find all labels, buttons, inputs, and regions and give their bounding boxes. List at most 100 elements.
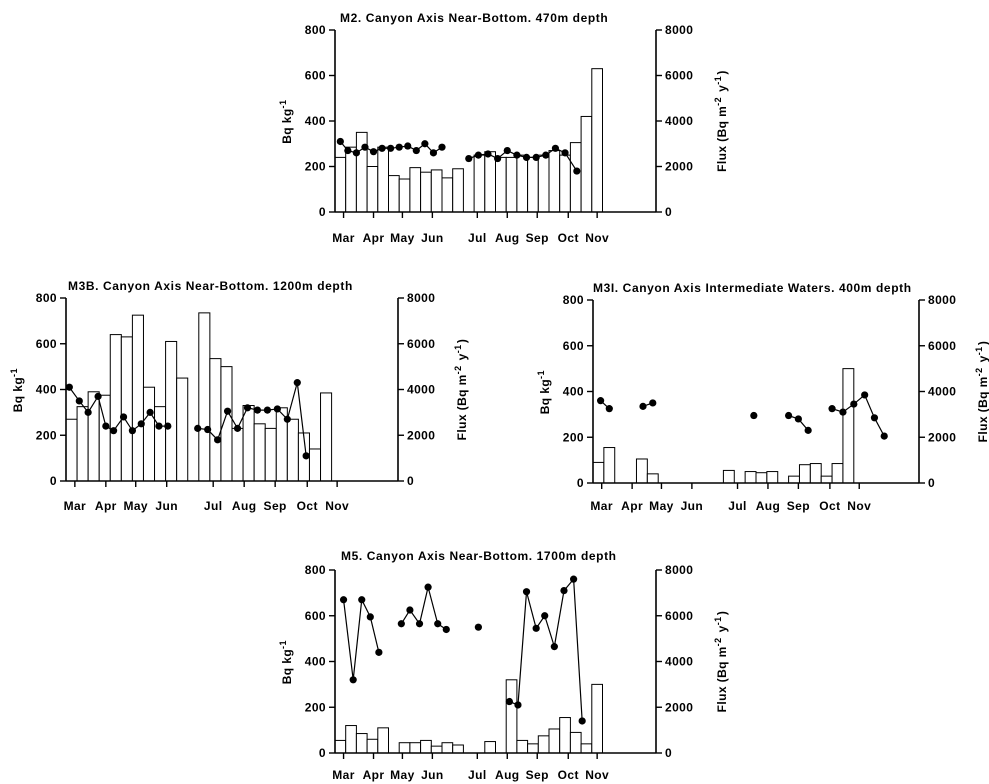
flux-bar — [346, 726, 357, 753]
x-tick-label: Apr — [95, 499, 117, 513]
flux-bar — [177, 378, 188, 481]
flux-bar — [810, 464, 821, 483]
activity-point — [579, 717, 586, 724]
x-tick-label: Jun — [421, 231, 444, 245]
activity-point — [120, 413, 127, 420]
flux-bar — [335, 740, 346, 753]
activity-point — [76, 397, 83, 404]
activity-point — [465, 155, 472, 162]
activity-point — [560, 587, 567, 594]
y-axis-label-right: Flux (Bq m-2 y-1 ) — [713, 611, 729, 713]
x-tick-label: Aug — [495, 768, 520, 782]
flux-bar — [143, 387, 154, 481]
flux-bar — [265, 428, 276, 481]
left-tick-label: 800 — [305, 563, 326, 577]
chart-title: M3I. Canyon Axis Intermediate Waters. 40… — [593, 281, 912, 295]
activity-point — [494, 155, 501, 162]
chart-title: M3B. Canyon Axis Near-Bottom. 1200m dept… — [68, 279, 353, 293]
activity-point — [358, 596, 365, 603]
flux-bar — [88, 392, 99, 481]
right-tick-label: 0 — [407, 474, 414, 488]
activity-point — [66, 384, 73, 391]
x-tick-label: Jul — [204, 499, 223, 513]
flux-bar — [421, 740, 432, 753]
left-tick-label: 600 — [36, 337, 57, 351]
panel-m2: M2. Canyon Axis Near-Bottom. 470m depth 0… — [278, 11, 729, 245]
x-tick-label: Jul — [468, 768, 487, 782]
flux-bar — [799, 465, 810, 483]
activity-point — [523, 154, 530, 161]
activity-point — [850, 400, 857, 407]
flux-bar — [232, 428, 243, 481]
activity-point — [361, 144, 368, 151]
left-tick-label: 400 — [305, 114, 326, 128]
activity-point — [294, 379, 301, 386]
x-tick-label: Nov — [325, 499, 349, 513]
y-axis-label-left: Bq kg-1 — [9, 367, 25, 413]
x-tick-label: Nov — [847, 499, 871, 513]
flux-bar — [528, 157, 539, 212]
x-tick-label: May — [390, 231, 415, 245]
right-tick-label: 4000 — [407, 383, 435, 397]
activity-point — [475, 624, 482, 631]
right-tick-label: 0 — [665, 205, 672, 219]
x-tick-label: Oct — [558, 768, 579, 782]
activity-point — [513, 152, 520, 159]
left-tick-label: 0 — [319, 746, 326, 760]
left-tick-label: 800 — [305, 23, 326, 37]
x-tick-label: Jun — [421, 768, 444, 782]
flux-bar — [538, 155, 549, 212]
flux-bar — [199, 313, 210, 481]
flux-bar — [77, 407, 88, 481]
flux-bar — [431, 170, 442, 212]
flux-bar — [442, 743, 453, 753]
activity-point — [533, 154, 540, 161]
activity-point — [214, 436, 221, 443]
flux-bar — [592, 69, 603, 212]
right-tick-label: 8000 — [928, 293, 956, 307]
x-tick-label: Sep — [526, 768, 549, 782]
activity-point — [344, 147, 351, 154]
x-tick-label: Oct — [558, 231, 579, 245]
activity-point — [475, 152, 482, 159]
flux-bar — [821, 476, 832, 483]
flux-bar — [410, 743, 421, 753]
flux-bar — [485, 742, 496, 753]
flux-bar — [378, 728, 389, 753]
activity-point — [828, 405, 835, 412]
activity-point — [424, 584, 431, 591]
flux-bar — [767, 472, 778, 483]
x-tick-label: May — [649, 499, 674, 513]
activity-point — [443, 626, 450, 633]
flux-bar — [210, 359, 221, 481]
flux-bar — [442, 178, 453, 212]
flux-bar — [593, 462, 604, 483]
left-tick-label: 200 — [305, 160, 326, 174]
flux-bar — [517, 155, 528, 212]
activity-point — [340, 596, 347, 603]
activity-point — [597, 397, 604, 404]
flux-bar — [570, 143, 581, 212]
right-tick-label: 6000 — [665, 69, 693, 83]
left-tick-label: 400 — [36, 383, 57, 397]
right-tick-label: 6000 — [928, 339, 956, 353]
right-tick-label: 8000 — [407, 291, 435, 305]
x-tick-label: Jun — [155, 499, 178, 513]
activity-point — [839, 408, 846, 415]
flux-bar — [485, 152, 496, 212]
flux-bar — [745, 472, 756, 483]
activity-point — [367, 613, 374, 620]
activity-point — [204, 426, 211, 433]
activity-point — [506, 698, 513, 705]
flux-bar — [560, 155, 571, 212]
x-tick-label: Nov — [585, 231, 609, 245]
flux-bar — [378, 147, 389, 212]
left-tick-label: 200 — [305, 700, 326, 714]
activity-point — [649, 399, 656, 406]
flux-bar — [431, 746, 442, 753]
flux-bar — [453, 169, 464, 212]
flux-bar — [399, 179, 410, 212]
activity-point — [570, 576, 577, 583]
activity-point — [274, 405, 281, 412]
flux-bar — [321, 393, 332, 481]
